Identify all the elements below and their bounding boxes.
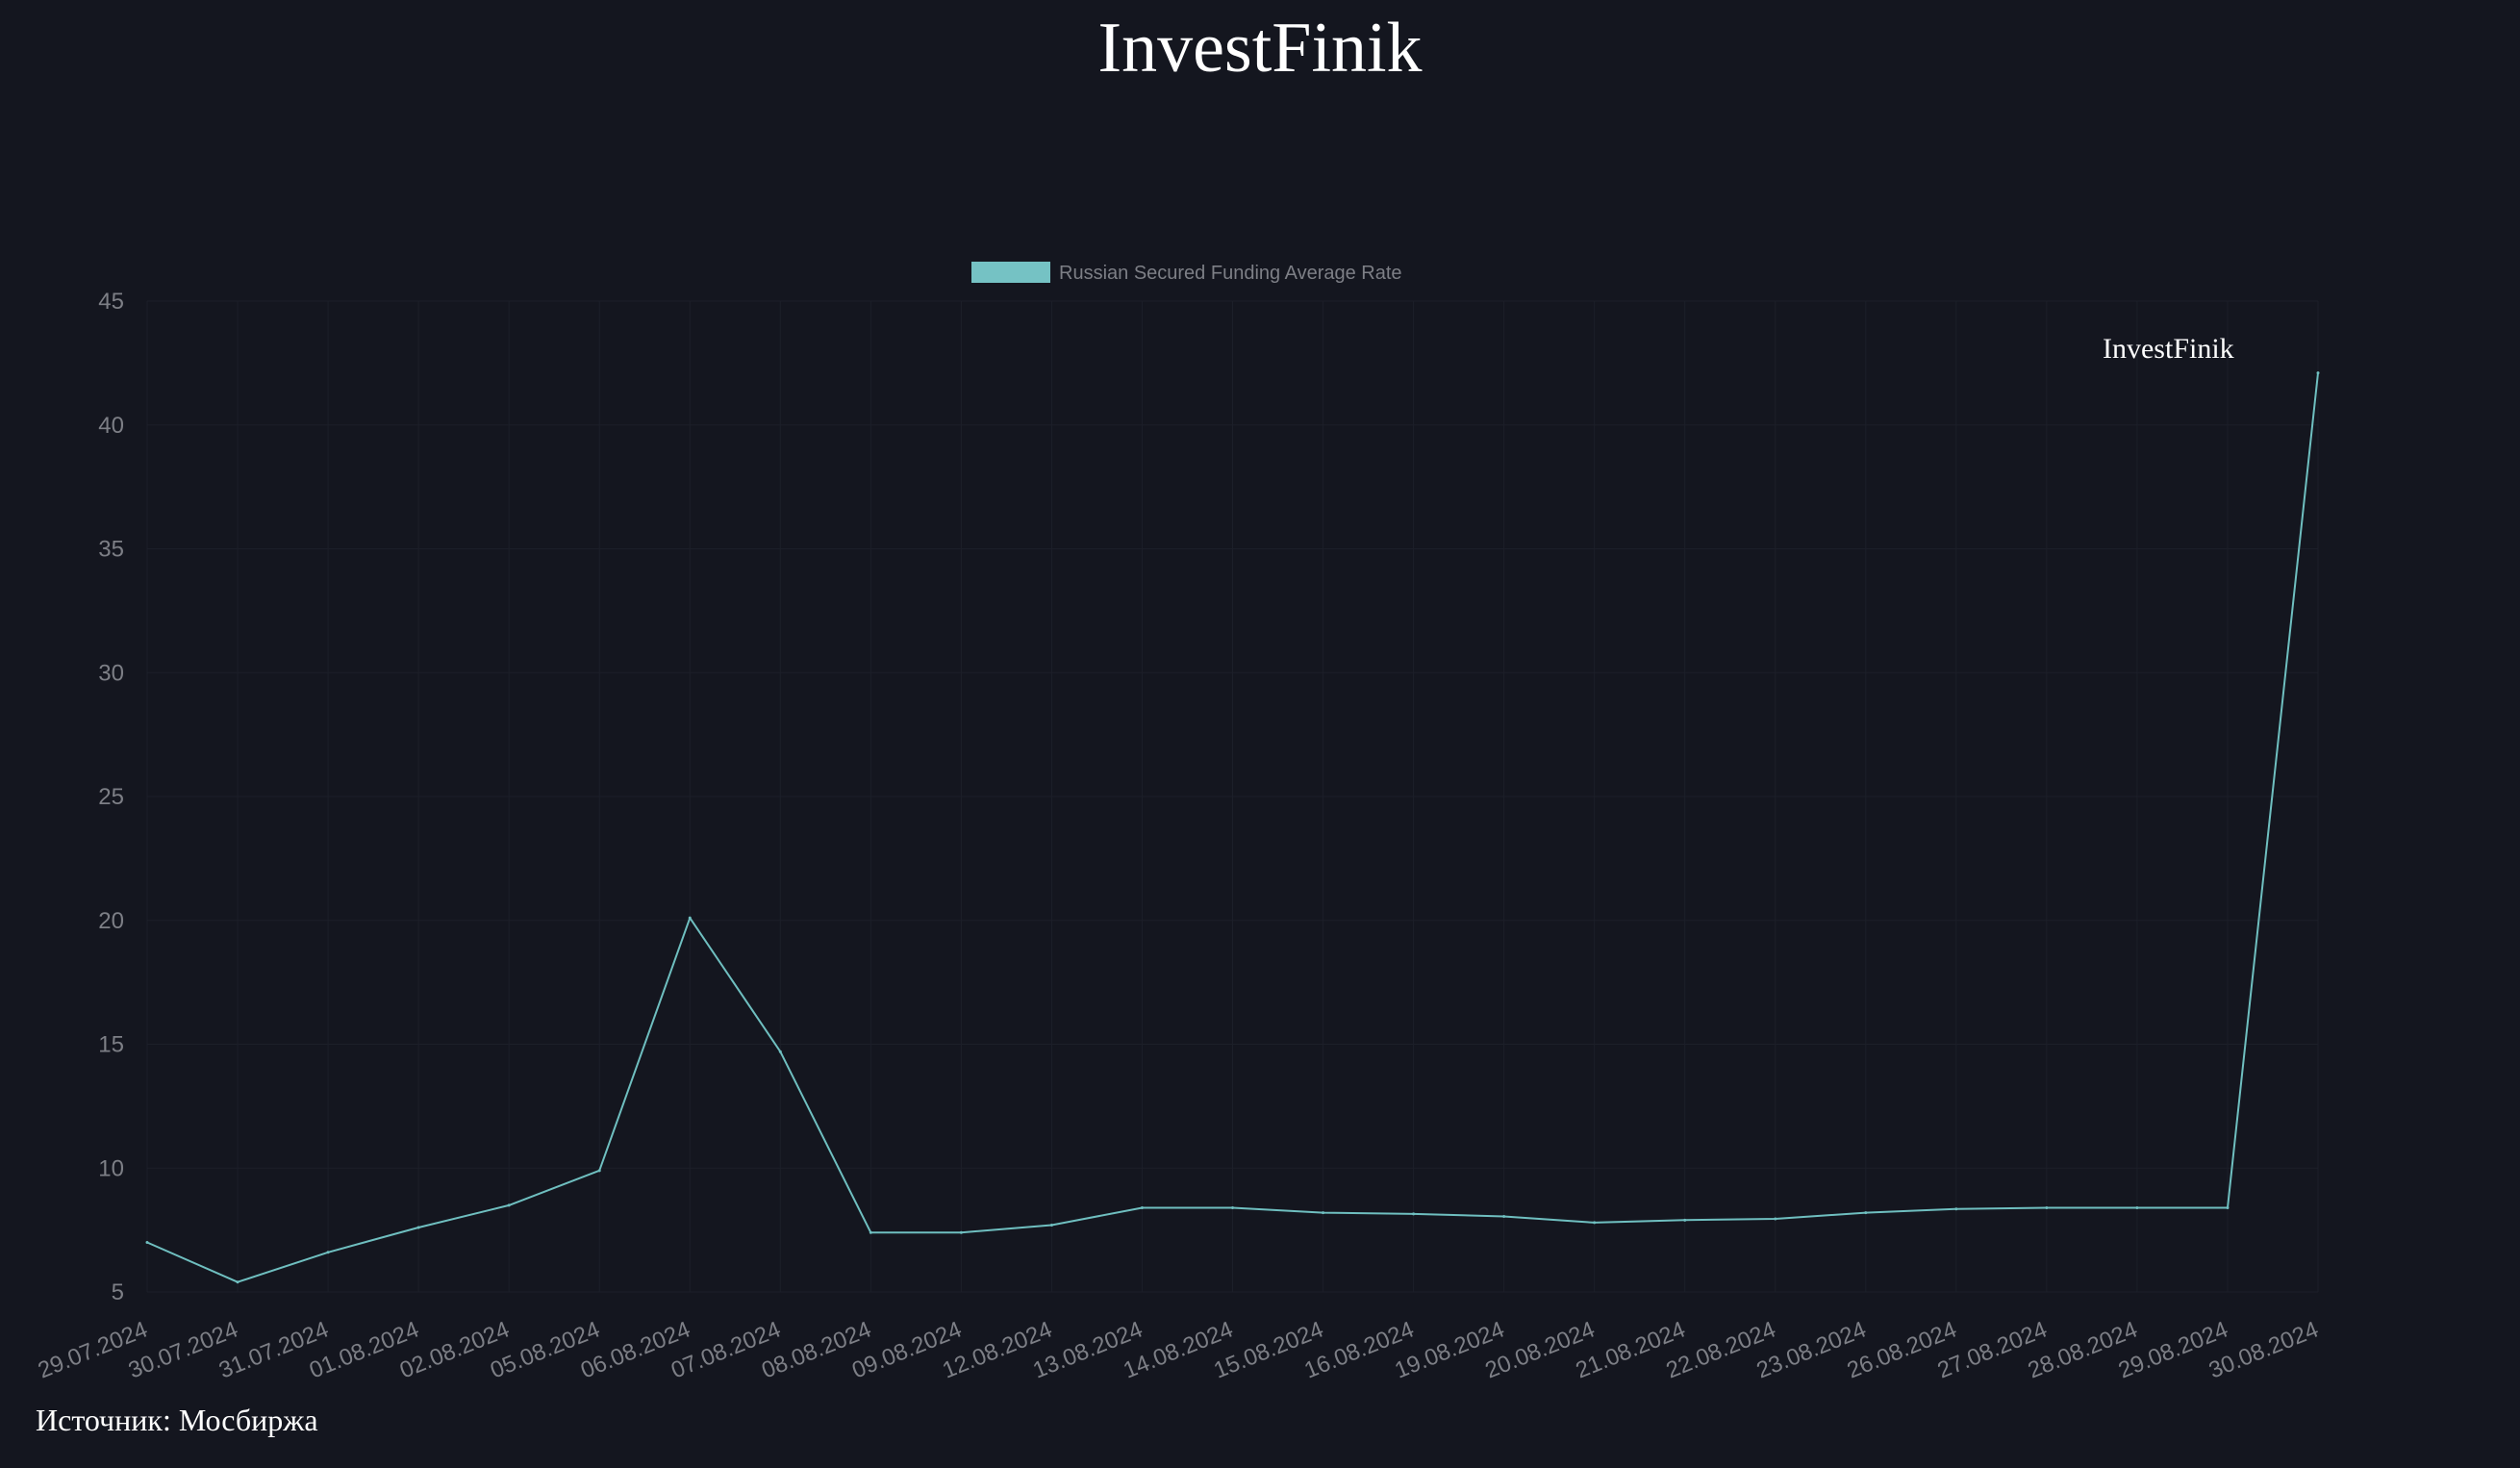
legend[interactable]: Russian Secured Funding Average Rate bbox=[971, 262, 1402, 284]
legend-swatch bbox=[971, 262, 1050, 283]
data-point[interactable] bbox=[1049, 1223, 1053, 1227]
y-tick-label: 40 bbox=[98, 413, 124, 439]
data-point[interactable] bbox=[1774, 1217, 1777, 1221]
grid bbox=[146, 300, 2319, 1293]
chart-watermark: InvestFinik bbox=[2103, 333, 2234, 365]
x-axis: 29.07.202430.07.202431.07.202401.08.2024… bbox=[35, 1317, 2322, 1384]
data-point[interactable] bbox=[326, 1251, 330, 1254]
data-point[interactable] bbox=[1683, 1218, 1687, 1222]
data-point[interactable] bbox=[688, 916, 692, 920]
data-point[interactable] bbox=[1864, 1211, 1868, 1215]
y-axis: 5 10 15 20 25 30 35 40 45 bbox=[98, 289, 124, 1305]
data-point[interactable] bbox=[1322, 1211, 1325, 1215]
y-tick-label: 20 bbox=[98, 908, 124, 934]
data-point[interactable] bbox=[507, 1203, 511, 1207]
data-point[interactable] bbox=[2316, 371, 2320, 375]
data-point[interactable] bbox=[2045, 1205, 2049, 1209]
data-point[interactable] bbox=[2135, 1205, 2139, 1209]
data-point[interactable] bbox=[1412, 1212, 1416, 1216]
data-point[interactable] bbox=[1231, 1205, 1234, 1209]
y-tick-label: 10 bbox=[98, 1155, 124, 1181]
data-point[interactable] bbox=[145, 1241, 149, 1244]
y-tick-label: 35 bbox=[98, 537, 124, 563]
y-tick-label: 25 bbox=[98, 784, 124, 810]
data-point[interactable] bbox=[1593, 1221, 1597, 1225]
legend-label: Russian Secured Funding Average Rate bbox=[1059, 263, 1402, 284]
data-point[interactable] bbox=[778, 1050, 782, 1053]
y-tick-label: 30 bbox=[98, 660, 124, 686]
y-tick-label: 15 bbox=[98, 1032, 124, 1058]
data-point[interactable] bbox=[869, 1230, 872, 1234]
y-tick-label: 45 bbox=[98, 289, 124, 315]
data-point[interactable] bbox=[236, 1280, 239, 1284]
data-point[interactable] bbox=[1140, 1205, 1144, 1209]
y-tick-label: 5 bbox=[112, 1279, 124, 1305]
data-point[interactable] bbox=[1502, 1214, 1506, 1218]
data-point[interactable] bbox=[2226, 1205, 2230, 1209]
page-title: InvestFinik bbox=[1097, 9, 1423, 88]
series-layer bbox=[145, 371, 2320, 1284]
source-note: Источник: Мосбиржа bbox=[36, 1403, 318, 1437]
data-point[interactable] bbox=[1954, 1207, 1958, 1211]
data-point[interactable] bbox=[416, 1226, 420, 1229]
data-point[interactable] bbox=[959, 1230, 963, 1234]
data-point[interactable] bbox=[597, 1169, 601, 1173]
